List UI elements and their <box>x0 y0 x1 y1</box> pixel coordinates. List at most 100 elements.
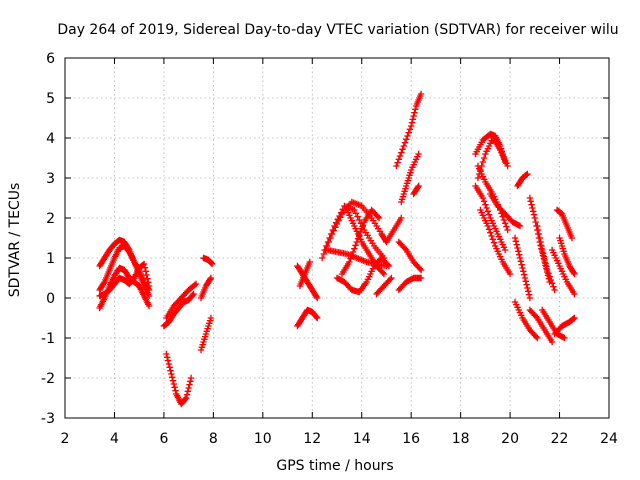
data-point <box>182 395 189 403</box>
series-s38 <box>534 222 558 294</box>
data-point <box>331 222 338 230</box>
data-point <box>534 334 541 342</box>
data-point <box>334 216 342 223</box>
data-point <box>320 250 328 258</box>
data-point <box>570 315 577 322</box>
data-point <box>474 174 482 182</box>
grid-lines <box>65 58 609 418</box>
y-tick-label: 5 <box>46 91 55 107</box>
data-point <box>529 208 537 215</box>
data-point <box>512 238 520 245</box>
data-point <box>571 270 578 278</box>
data-point <box>410 112 417 120</box>
data-point <box>543 263 550 270</box>
data-point <box>485 226 493 233</box>
y-tick-label: 3 <box>46 171 55 187</box>
series-s22 <box>395 238 425 274</box>
data-point <box>306 258 313 266</box>
plot-frame <box>64 57 610 419</box>
data-point <box>550 283 557 290</box>
x-tick-label: 14 <box>353 431 371 447</box>
data-point <box>518 261 525 268</box>
data-point <box>165 360 173 368</box>
data-point <box>401 245 409 252</box>
y-tick-label: 2 <box>46 211 55 227</box>
data-point <box>560 334 567 341</box>
series-s10 <box>200 254 216 268</box>
data-point <box>411 109 418 116</box>
data-point <box>524 170 531 178</box>
data-point <box>514 244 521 252</box>
series-s12 <box>294 306 321 330</box>
data-point <box>541 256 548 264</box>
data-point <box>346 258 353 266</box>
series-s07 <box>160 290 197 330</box>
data-point <box>521 274 529 282</box>
data-point <box>348 252 356 259</box>
data-point <box>323 242 330 250</box>
data-point <box>324 238 332 246</box>
data-point <box>571 290 578 298</box>
data-point <box>526 194 534 202</box>
data-point <box>187 378 194 385</box>
data-point <box>537 238 544 246</box>
data-point <box>207 314 215 322</box>
data-point <box>191 281 199 289</box>
x-tick-label: 16 <box>402 431 420 447</box>
data-point <box>515 251 523 258</box>
series-s21 <box>383 214 405 246</box>
x-tick-label: 4 <box>110 431 119 447</box>
data-point <box>501 246 509 254</box>
data-point <box>379 269 386 276</box>
data-point <box>568 234 576 242</box>
data-point <box>314 294 321 302</box>
x-tick-label: 22 <box>551 431 569 447</box>
data-point <box>515 248 522 255</box>
data-point <box>571 314 578 322</box>
data-point <box>407 122 415 130</box>
series-s35 <box>511 298 541 342</box>
data-point <box>570 269 577 276</box>
data-point <box>356 232 363 239</box>
data-point <box>170 380 177 388</box>
data-point <box>405 129 412 136</box>
data-point <box>417 266 425 274</box>
series-s32 <box>487 190 524 230</box>
data-point <box>520 271 528 278</box>
y-axis-label: SDTVAR / TECUs <box>7 183 23 298</box>
data-point <box>374 213 381 220</box>
y-tick-label: 1 <box>46 251 55 267</box>
data-point <box>519 264 526 272</box>
data-point <box>395 156 403 163</box>
data-point <box>385 262 393 270</box>
data-point <box>522 278 529 285</box>
data-point <box>145 282 153 290</box>
data-point <box>483 204 490 212</box>
data-point <box>526 294 534 302</box>
data-point <box>539 246 546 254</box>
series-s20 <box>373 274 395 298</box>
x-tick-label: 6 <box>159 431 168 447</box>
x-tick-labels: 2 4 6 8 10 12 14 16 18 20 22 24 <box>61 431 618 447</box>
data-point <box>313 293 320 300</box>
data-point <box>542 260 549 267</box>
data-point <box>516 254 524 262</box>
data-point <box>489 236 496 243</box>
data-point <box>329 226 337 234</box>
data-point <box>532 218 539 226</box>
data-point <box>412 106 419 113</box>
data-point <box>523 281 530 288</box>
data-point <box>480 154 488 162</box>
data-point <box>318 254 326 262</box>
data-point <box>396 152 404 160</box>
data-point <box>166 364 173 371</box>
data-point <box>330 227 337 234</box>
data-point <box>409 116 417 123</box>
data-point <box>561 334 568 342</box>
data-point <box>480 198 488 205</box>
x-tick-label: 24 <box>600 431 618 447</box>
data-point <box>192 280 200 288</box>
series-s19 <box>338 206 383 278</box>
data-point <box>500 216 508 224</box>
data-point <box>529 204 536 212</box>
